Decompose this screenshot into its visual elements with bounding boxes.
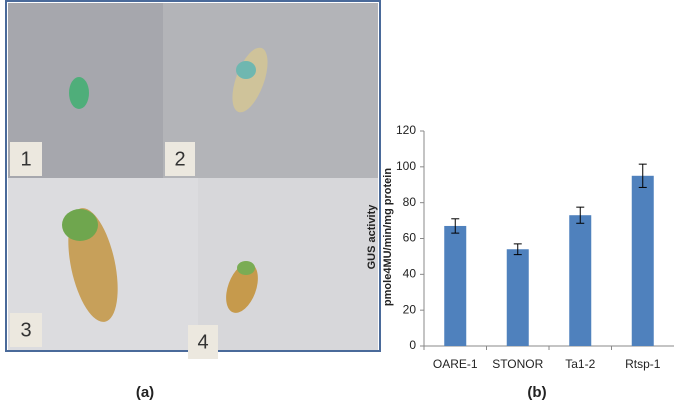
specimen [236, 61, 256, 79]
error-bar [513, 243, 522, 256]
x-tick-label: STONOR [492, 357, 543, 371]
y-tick-label: 40 [403, 267, 417, 281]
specimen [237, 261, 255, 275]
panel-label: (b) [527, 384, 546, 401]
y-axis-label: pmole4MU/min/mg protein [382, 168, 394, 306]
error-bar [638, 163, 647, 188]
y-tick-label: 100 [396, 159, 416, 173]
x-tick-label: Ta1-2 [565, 357, 595, 371]
y-tick-label: 60 [403, 231, 417, 245]
number-box [188, 325, 218, 359]
photo [198, 178, 378, 350]
bar [444, 225, 467, 346]
y-axis-label: GUS activity [366, 204, 378, 270]
bar [506, 249, 529, 346]
error-bar [576, 206, 585, 224]
number-box [165, 142, 195, 176]
photo-number: 2 [174, 148, 185, 170]
number-box [10, 313, 42, 347]
number-box [10, 142, 42, 176]
bar [569, 215, 592, 346]
y-tick-label: 120 [396, 123, 416, 137]
x-tick-label: Rtsp-1 [625, 357, 661, 371]
photo-number: 4 [197, 331, 208, 353]
photo [163, 3, 378, 178]
y-tick-label: 0 [409, 338, 416, 352]
x-tick-label: OARE-1 [433, 357, 478, 371]
photo-number: 1 [20, 148, 31, 170]
y-tick-label: 20 [403, 302, 417, 316]
specimen [226, 263, 258, 313]
photo-panel: 1 2 3 4 [5, 0, 381, 359]
bar [631, 175, 654, 346]
photo-number: 3 [20, 319, 31, 341]
error-bar [451, 218, 460, 234]
panel-label: (a) [136, 384, 154, 401]
y-tick-label: 80 [403, 195, 417, 209]
specimen [232, 47, 268, 113]
specimen [69, 77, 89, 109]
specimen [62, 209, 98, 241]
